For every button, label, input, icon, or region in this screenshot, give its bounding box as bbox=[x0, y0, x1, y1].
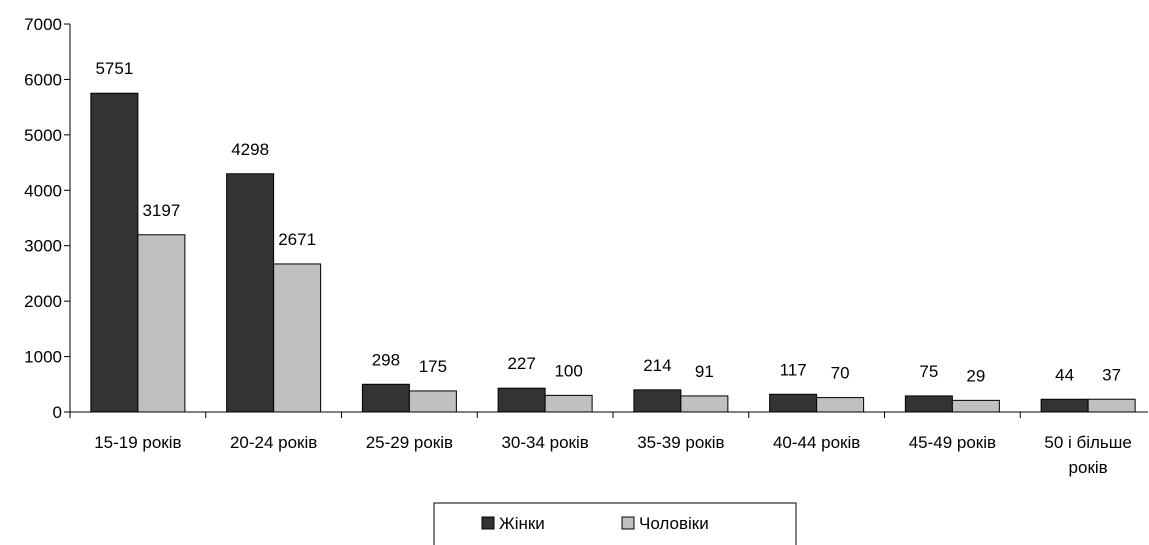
data-label: 5751 bbox=[95, 59, 133, 78]
y-tick-label: 3000 bbox=[24, 237, 62, 256]
bar-cholovik bbox=[951, 399, 1000, 413]
category-label: 50 і більше bbox=[1044, 433, 1132, 452]
bar-cholovik bbox=[273, 263, 322, 413]
data-label: 298 bbox=[372, 350, 400, 369]
bar-cholovik bbox=[680, 395, 729, 413]
bar-cholovik bbox=[816, 397, 865, 413]
category-label: 35-39 років bbox=[637, 433, 724, 452]
y-tick-label: 1000 bbox=[24, 348, 62, 367]
data-label: 70 bbox=[831, 364, 850, 383]
y-tick-label: 5000 bbox=[24, 126, 62, 145]
bars bbox=[90, 92, 1136, 413]
data-labels: 5751 3197 4298 2671 298 175 227 100 214 91 117 70 75… bbox=[95, 59, 1121, 385]
legend-label-cholovik: Чоловіки bbox=[639, 514, 709, 533]
category-label: 45-49 років bbox=[909, 433, 996, 452]
legend-label-zhinky: Жінки bbox=[499, 514, 545, 533]
legend-swatch-zhinky bbox=[481, 516, 495, 530]
data-label: 4298 bbox=[231, 140, 269, 159]
data-label: 75 bbox=[919, 362, 938, 381]
data-label: 117 bbox=[780, 360, 807, 379]
bar-cholovik bbox=[408, 390, 457, 413]
bar-zhinky bbox=[90, 92, 139, 413]
category-labels: 15-19 років 20-24 років 25-29 років 30-34 р… bbox=[94, 433, 1132, 477]
bar-zhinky bbox=[633, 389, 682, 413]
bar-zhinky bbox=[497, 387, 546, 413]
y-tick-label: 7000 bbox=[24, 15, 62, 34]
category-label: 20-24 років bbox=[230, 433, 317, 452]
data-label: 37 bbox=[1102, 365, 1121, 384]
data-label: 227 bbox=[507, 354, 535, 373]
bar-cholovik bbox=[544, 394, 593, 413]
category-label: 30-34 років bbox=[501, 433, 588, 452]
data-label: 175 bbox=[419, 357, 447, 376]
bar-zhinky bbox=[904, 395, 953, 413]
bar-cholovik bbox=[137, 234, 186, 413]
data-label: 44 bbox=[1055, 365, 1074, 384]
data-label: 29 bbox=[966, 366, 985, 385]
y-axis: 0 1000 2000 3000 4000 5000 6000 7000 bbox=[24, 15, 71, 422]
legend: Жінки Чоловіки bbox=[433, 502, 797, 545]
legend-swatch-cholovik bbox=[621, 516, 635, 530]
bar-zhinky bbox=[361, 383, 410, 413]
category-label: років bbox=[1069, 458, 1108, 477]
data-label: 2671 bbox=[278, 230, 316, 249]
data-label: 91 bbox=[695, 362, 714, 381]
bar-cholovik bbox=[1087, 398, 1136, 413]
y-tick-label: 2000 bbox=[24, 292, 62, 311]
x-axis bbox=[69, 411, 1148, 418]
y-tick-label: 0 bbox=[53, 403, 62, 422]
bar-zhinky bbox=[1040, 398, 1089, 413]
data-label: 100 bbox=[554, 361, 582, 380]
data-label: 214 bbox=[643, 356, 671, 375]
data-label: 3197 bbox=[142, 201, 180, 220]
bar-zhinky bbox=[769, 393, 818, 413]
category-label: 25-29 років bbox=[366, 433, 453, 452]
y-tick-label: 4000 bbox=[24, 181, 62, 200]
category-label: 15-19 років bbox=[94, 433, 181, 452]
category-label: 40-44 років bbox=[773, 433, 860, 452]
y-tick-label: 6000 bbox=[24, 70, 62, 89]
bar-zhinky bbox=[226, 173, 275, 413]
